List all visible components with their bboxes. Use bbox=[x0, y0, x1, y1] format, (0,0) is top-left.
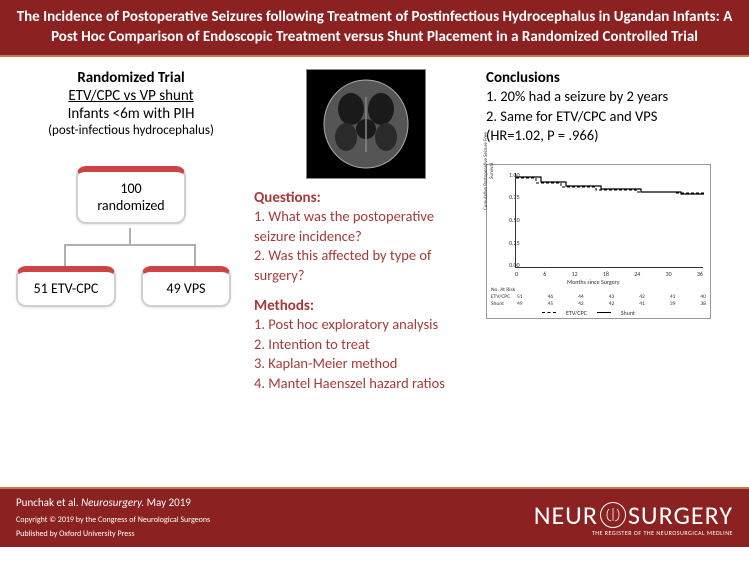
flow-connector bbox=[64, 244, 196, 246]
km-xlabel: Months since Surgery bbox=[567, 278, 620, 286]
km-ytick: 0.25 bbox=[509, 239, 520, 247]
footer-banner: Punchak et al. Neurosurgery. May 2019 Co… bbox=[0, 487, 749, 547]
copyright-2: Published by Oxford University Press bbox=[16, 529, 210, 539]
trial-comparison: ETV/CPC vs VP shunt bbox=[16, 87, 246, 105]
km-risk-row: ETV/CPC51464443424140 bbox=[491, 294, 706, 300]
km-legend: ETV/CPC Shunt bbox=[542, 309, 635, 317]
logo-right: SURGERY bbox=[628, 499, 733, 531]
citation-date: May 2019 bbox=[147, 496, 191, 509]
flow-connector bbox=[64, 244, 66, 266]
citation-journal: Neurosurgery. bbox=[81, 496, 144, 509]
citation-line: Punchak et al. Neurosurgery. May 2019 bbox=[16, 496, 210, 510]
flow-arm-etvcpc: 51 ETV-CPC bbox=[16, 266, 116, 307]
question-1: 1. What was the postoperative seizure in… bbox=[254, 207, 478, 246]
conclusion-2: 2. Same for ETV/CPC and VPS bbox=[486, 107, 726, 127]
flow-connector bbox=[129, 228, 131, 244]
flow-randomized: 100 randomized bbox=[76, 166, 186, 224]
title-banner: The Incidence of Postoperative Seizures … bbox=[0, 0, 749, 57]
kaplan-meier-chart: Cumulative Postoperative Seizure Free Su… bbox=[486, 164, 711, 319]
questions-heading: Questions: bbox=[254, 189, 478, 207]
footer-citation-block: Punchak et al. Neurosurgery. May 2019 Co… bbox=[16, 496, 210, 539]
logo-brain-icon bbox=[600, 502, 626, 528]
km-ytick: 0.75 bbox=[509, 193, 520, 201]
journal-logo: NEUR SURGERY THE REGISTER OF THE NEUROSU… bbox=[534, 499, 733, 537]
conclusion-3: (HR=1.02, P = .966) bbox=[486, 126, 726, 146]
km-ylabel: Cumulative Postoperative Seizure Free Su… bbox=[483, 126, 495, 216]
middle-column: Questions: 1. What was the postoperative… bbox=[246, 69, 486, 481]
km-curves bbox=[516, 173, 704, 268]
method-4: 4. Mantel Haenszel hazard ratios bbox=[254, 374, 478, 394]
flowchart: 100 randomized 51 ETV-CPC 49 VPS bbox=[16, 166, 246, 336]
right-column: Conclusions 1. 20% had a seizure by 2 ye… bbox=[486, 69, 726, 481]
km-risk-row: Shunt49454242413938 bbox=[491, 301, 706, 307]
logo-left: NEUR bbox=[534, 499, 598, 531]
trial-note: (post-infectious hydrocephalus) bbox=[16, 123, 246, 138]
citation-author: Punchak et al. bbox=[16, 496, 79, 509]
km-xticks: 061218243036 bbox=[515, 270, 703, 278]
method-1: 1. Post hoc exploratory analysis bbox=[254, 315, 478, 335]
conclusion-1: 1. 20% had a seizure by 2 years bbox=[486, 87, 726, 107]
method-2: 2. Intention to treat bbox=[254, 335, 478, 355]
brain-ct-icon bbox=[316, 77, 416, 172]
title-text: The Incidence of Postoperative Seizures … bbox=[17, 8, 733, 46]
km-ytick: 0.00 bbox=[509, 261, 520, 269]
flow-connector bbox=[194, 244, 196, 266]
main-content: Randomized Trial ETV/CPC vs VP shunt Inf… bbox=[0, 57, 749, 487]
km-ytick: 1.00 bbox=[509, 171, 520, 179]
trial-heading: Randomized Trial bbox=[16, 69, 246, 87]
km-risk-label: No. At Risk bbox=[491, 287, 515, 293]
km-ytick: 0.50 bbox=[509, 216, 520, 224]
km-plot-area bbox=[515, 173, 703, 268]
question-2: 2. Was this affected by type of surgery? bbox=[254, 246, 478, 285]
copyright-1: Copyright © 2019 by the Congress of Neur… bbox=[16, 515, 210, 525]
flow-arm-vps: 49 VPS bbox=[141, 266, 231, 307]
methods-heading: Methods: bbox=[254, 297, 478, 315]
ct-scan-image bbox=[306, 69, 426, 179]
method-3: 3. Kaplan-Meier method bbox=[254, 354, 478, 374]
conclusions-heading: Conclusions bbox=[486, 69, 726, 87]
left-column: Randomized Trial ETV/CPC vs VP shunt Inf… bbox=[16, 69, 246, 481]
trial-population: Infants <6m with PIH bbox=[16, 105, 246, 123]
